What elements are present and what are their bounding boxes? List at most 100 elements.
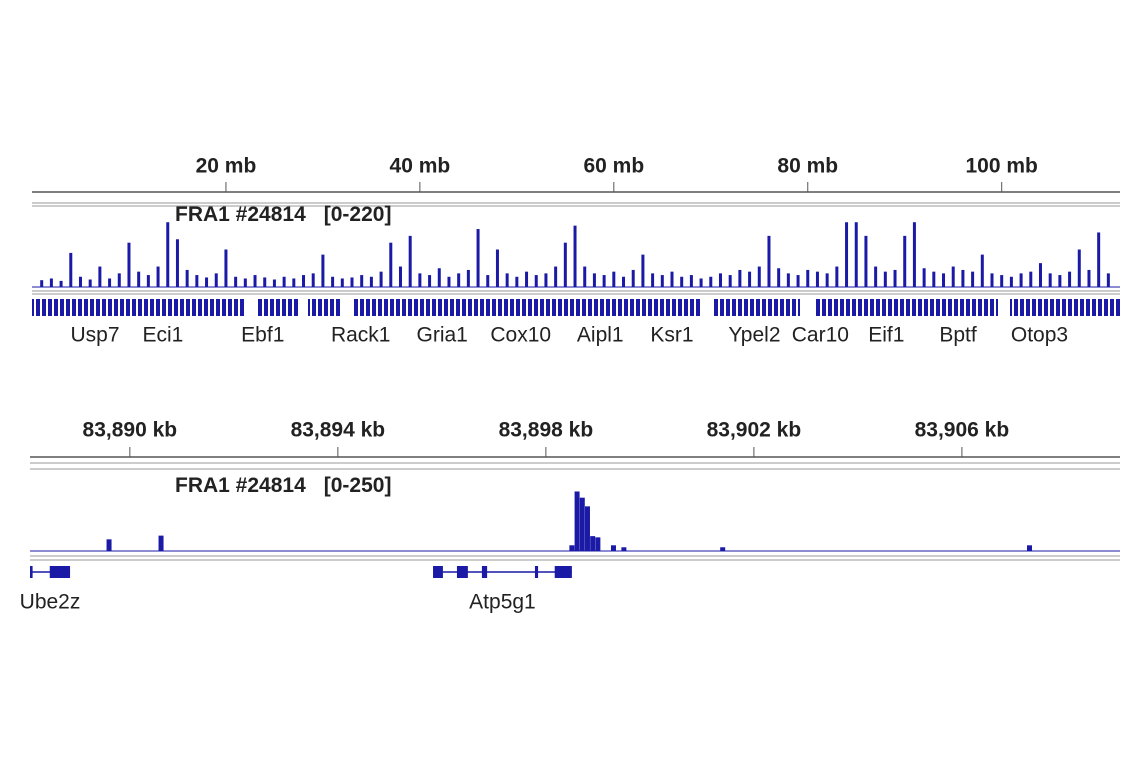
- gene-label: Eci1: [142, 324, 183, 347]
- signal-bar: [466, 269, 470, 287]
- signal-bar: [98, 266, 102, 287]
- signal-bar: [398, 266, 402, 287]
- x-tick-label: 100 mb: [966, 155, 1038, 178]
- gene-density-gaps: [246, 298, 1010, 317]
- signal-bar: [825, 273, 829, 287]
- signal-bar: [720, 547, 726, 551]
- signal-bar: [408, 235, 412, 287]
- signal-bar: [767, 235, 771, 287]
- gene-label: Rack1: [331, 324, 391, 347]
- signal-bar: [757, 266, 761, 287]
- signal-bar: [796, 275, 800, 287]
- signal-bar: [815, 271, 819, 287]
- track-name: FRA1 #24814: [175, 203, 306, 226]
- signal-bar: [554, 266, 558, 287]
- signal-bar: [1087, 269, 1091, 287]
- signal-bar: [437, 268, 441, 287]
- x-tick-label: 83,894 kb: [291, 419, 386, 442]
- track-range: [0-250]: [324, 474, 392, 497]
- signal-bar: [40, 280, 44, 287]
- signal-bar: [709, 276, 713, 287]
- signal-bar: [1009, 276, 1013, 287]
- signal-bar: [680, 276, 684, 287]
- signal-bar: [574, 491, 580, 551]
- signal-bar: [495, 249, 499, 287]
- signal-bar: [689, 275, 693, 287]
- signal-bar: [243, 278, 247, 287]
- x-tick-label: 80 mb: [777, 155, 838, 178]
- signal-bar: [563, 242, 567, 287]
- signal-bar: [292, 278, 296, 287]
- signal-bar: [214, 273, 218, 287]
- signal-bar: [590, 536, 596, 551]
- signal-bar: [631, 269, 635, 287]
- signal-bar: [195, 275, 199, 287]
- gene-label: Usp7: [71, 324, 120, 347]
- gene-label: Otop3: [1011, 324, 1068, 347]
- signal-bar: [428, 275, 432, 287]
- signal-bar: [595, 537, 601, 551]
- signal-bar: [835, 266, 839, 287]
- gene-label: Ypel2: [728, 324, 780, 347]
- signal-bar: [1058, 275, 1062, 287]
- x-tick-label: 40 mb: [390, 155, 451, 178]
- signal-bar: [331, 276, 335, 287]
- signal-bar: [932, 271, 936, 287]
- signal-bar: [1027, 545, 1033, 551]
- signal-bar: [505, 273, 509, 287]
- signal-bar: [525, 271, 529, 287]
- gene-label: Bptf: [939, 324, 977, 347]
- signal-bar: [1029, 271, 1033, 287]
- signal-bar: [1068, 271, 1072, 287]
- x-tick-label: 60 mb: [583, 155, 644, 178]
- signal-bar: [1038, 263, 1042, 287]
- signal-bar: [651, 273, 655, 287]
- signal-bar: [579, 497, 585, 551]
- exon: [481, 566, 488, 578]
- gene-label: Cox10: [490, 324, 551, 347]
- signal-bar: [272, 279, 276, 287]
- signal-bar: [360, 275, 364, 287]
- signal-bar: [253, 275, 257, 287]
- signal-bar: [106, 539, 112, 551]
- gene-density-band: [32, 299, 1120, 316]
- signal-bar: [584, 506, 590, 551]
- track-name: FRA1 #24814: [175, 474, 306, 497]
- signal-bar: [854, 222, 858, 287]
- signal-bar: [602, 275, 606, 287]
- gene-label: Ube2z: [20, 591, 81, 614]
- signal-bar: [980, 254, 984, 287]
- signal-bar: [874, 266, 878, 287]
- signal-bar: [786, 273, 790, 287]
- signal-bar: [777, 268, 781, 287]
- signal-bar: [738, 269, 742, 287]
- signal-bar: [592, 273, 596, 287]
- signal-bar: [321, 254, 325, 287]
- signal-bar: [903, 235, 907, 287]
- signal-bar: [864, 235, 868, 287]
- signal-bar: [621, 547, 627, 551]
- signal-bar: [1106, 273, 1110, 287]
- exon: [534, 566, 539, 578]
- exon: [30, 566, 33, 578]
- signal-bar: [205, 277, 209, 287]
- signal-bar: [990, 273, 994, 287]
- signal-bar: [49, 278, 53, 287]
- signal-bar: [59, 280, 63, 287]
- signal-bar: [1000, 275, 1004, 287]
- signal-bar: [699, 278, 703, 287]
- signal-bar: [971, 271, 975, 287]
- signal-bar: [610, 545, 616, 551]
- signal-bar: [146, 275, 150, 287]
- signal-bar: [569, 545, 575, 551]
- signal-bar: [340, 278, 344, 287]
- gene-label: Eif1: [868, 324, 904, 347]
- signal-bar: [476, 229, 480, 287]
- gene-label: Atp5g1: [469, 591, 536, 614]
- gene-label: Gria1: [417, 324, 468, 347]
- signal-bar: [263, 277, 267, 287]
- signal-bar: [224, 249, 228, 287]
- signal-bar: [660, 275, 664, 287]
- exon: [433, 566, 443, 578]
